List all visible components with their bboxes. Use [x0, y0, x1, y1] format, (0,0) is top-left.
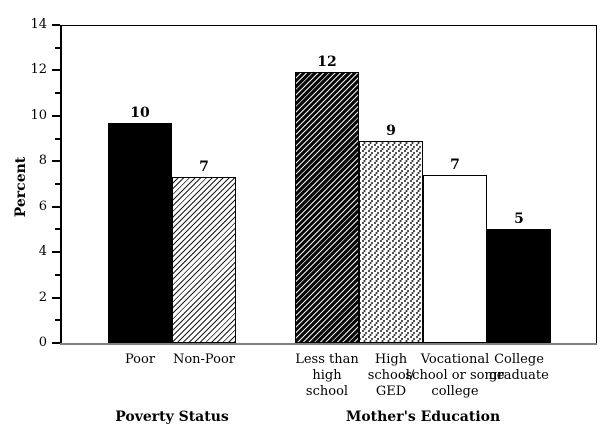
y-axis-tick-label: 12 — [30, 62, 47, 78]
y-axis-tick-label: 10 — [30, 107, 47, 123]
y-axis-major-tick — [52, 24, 60, 26]
bar-non-poor — [172, 177, 236, 343]
y-axis-tick-label: 0 — [38, 335, 47, 350]
y-axis-minor-tick — [55, 273, 60, 276]
y-axis-tick-label: 8 — [38, 153, 47, 169]
bar-college-graduate — [487, 229, 551, 343]
y-axis-major-tick — [52, 114, 60, 117]
group-label-poverty-status: Poverty Status — [115, 409, 229, 425]
category-label-college-graduate: College graduate — [489, 352, 549, 383]
bar-value-label-vocational-or-some-college: 7 — [450, 156, 460, 173]
y-axis-major-tick — [52, 205, 60, 208]
x-axis-line — [60, 343, 597, 345]
y-axis-major-tick — [52, 251, 60, 254]
category-label-poor: Poor — [124, 352, 156, 367]
y-axis-tick-label: 2 — [38, 289, 47, 305]
bar-high-school-ged — [359, 140, 423, 343]
y-axis-minor-tick — [55, 228, 60, 231]
plot-area: 10 7 12 9 7 5 — [62, 25, 597, 343]
bar-less-than-high-school — [295, 71, 359, 343]
bar-value-label-high-school-ged: 9 — [386, 122, 396, 139]
y-axis-title: Percent — [13, 156, 29, 218]
y-axis-minor-tick — [55, 183, 60, 185]
group-label-mothers-education: Mother's Education — [345, 409, 501, 425]
y-axis-minor-tick — [55, 92, 60, 95]
plot-border-top — [60, 25, 597, 26]
y-axis-minor-tick — [55, 319, 60, 322]
bar-vocational-or-some-college — [423, 174, 487, 343]
bar-value-label-non-poor: 7 — [199, 159, 209, 176]
y-axis-major-tick — [52, 342, 60, 344]
bar-value-label-poor: 10 — [130, 104, 150, 121]
y-axis-minor-tick — [55, 46, 60, 49]
category-label-less-than-high-school: Less than high school — [295, 352, 359, 399]
y-axis-line — [60, 25, 62, 343]
y-axis-major-tick — [52, 296, 60, 299]
category-label-high-school-ged: High school/GED — [367, 352, 415, 399]
y-axis-major-tick — [52, 69, 60, 72]
y-axis-tick-label: 4 — [38, 244, 47, 260]
category-label-vocational-or-some-college: Vocational school or some college — [405, 352, 505, 399]
bar-value-label-less-than-high-school: 12 — [317, 53, 337, 70]
y-axis-tick-label: 14 — [30, 17, 47, 32]
bar-value-label-college-graduate: 5 — [514, 211, 524, 228]
category-label-non-poor: Non-Poor — [172, 352, 236, 367]
plot-border-right — [596, 25, 597, 343]
y-axis-tick-label: 6 — [38, 198, 47, 214]
bar-poor — [108, 122, 172, 343]
y-axis-minor-tick — [55, 137, 60, 140]
y-axis-major-tick — [52, 160, 60, 163]
